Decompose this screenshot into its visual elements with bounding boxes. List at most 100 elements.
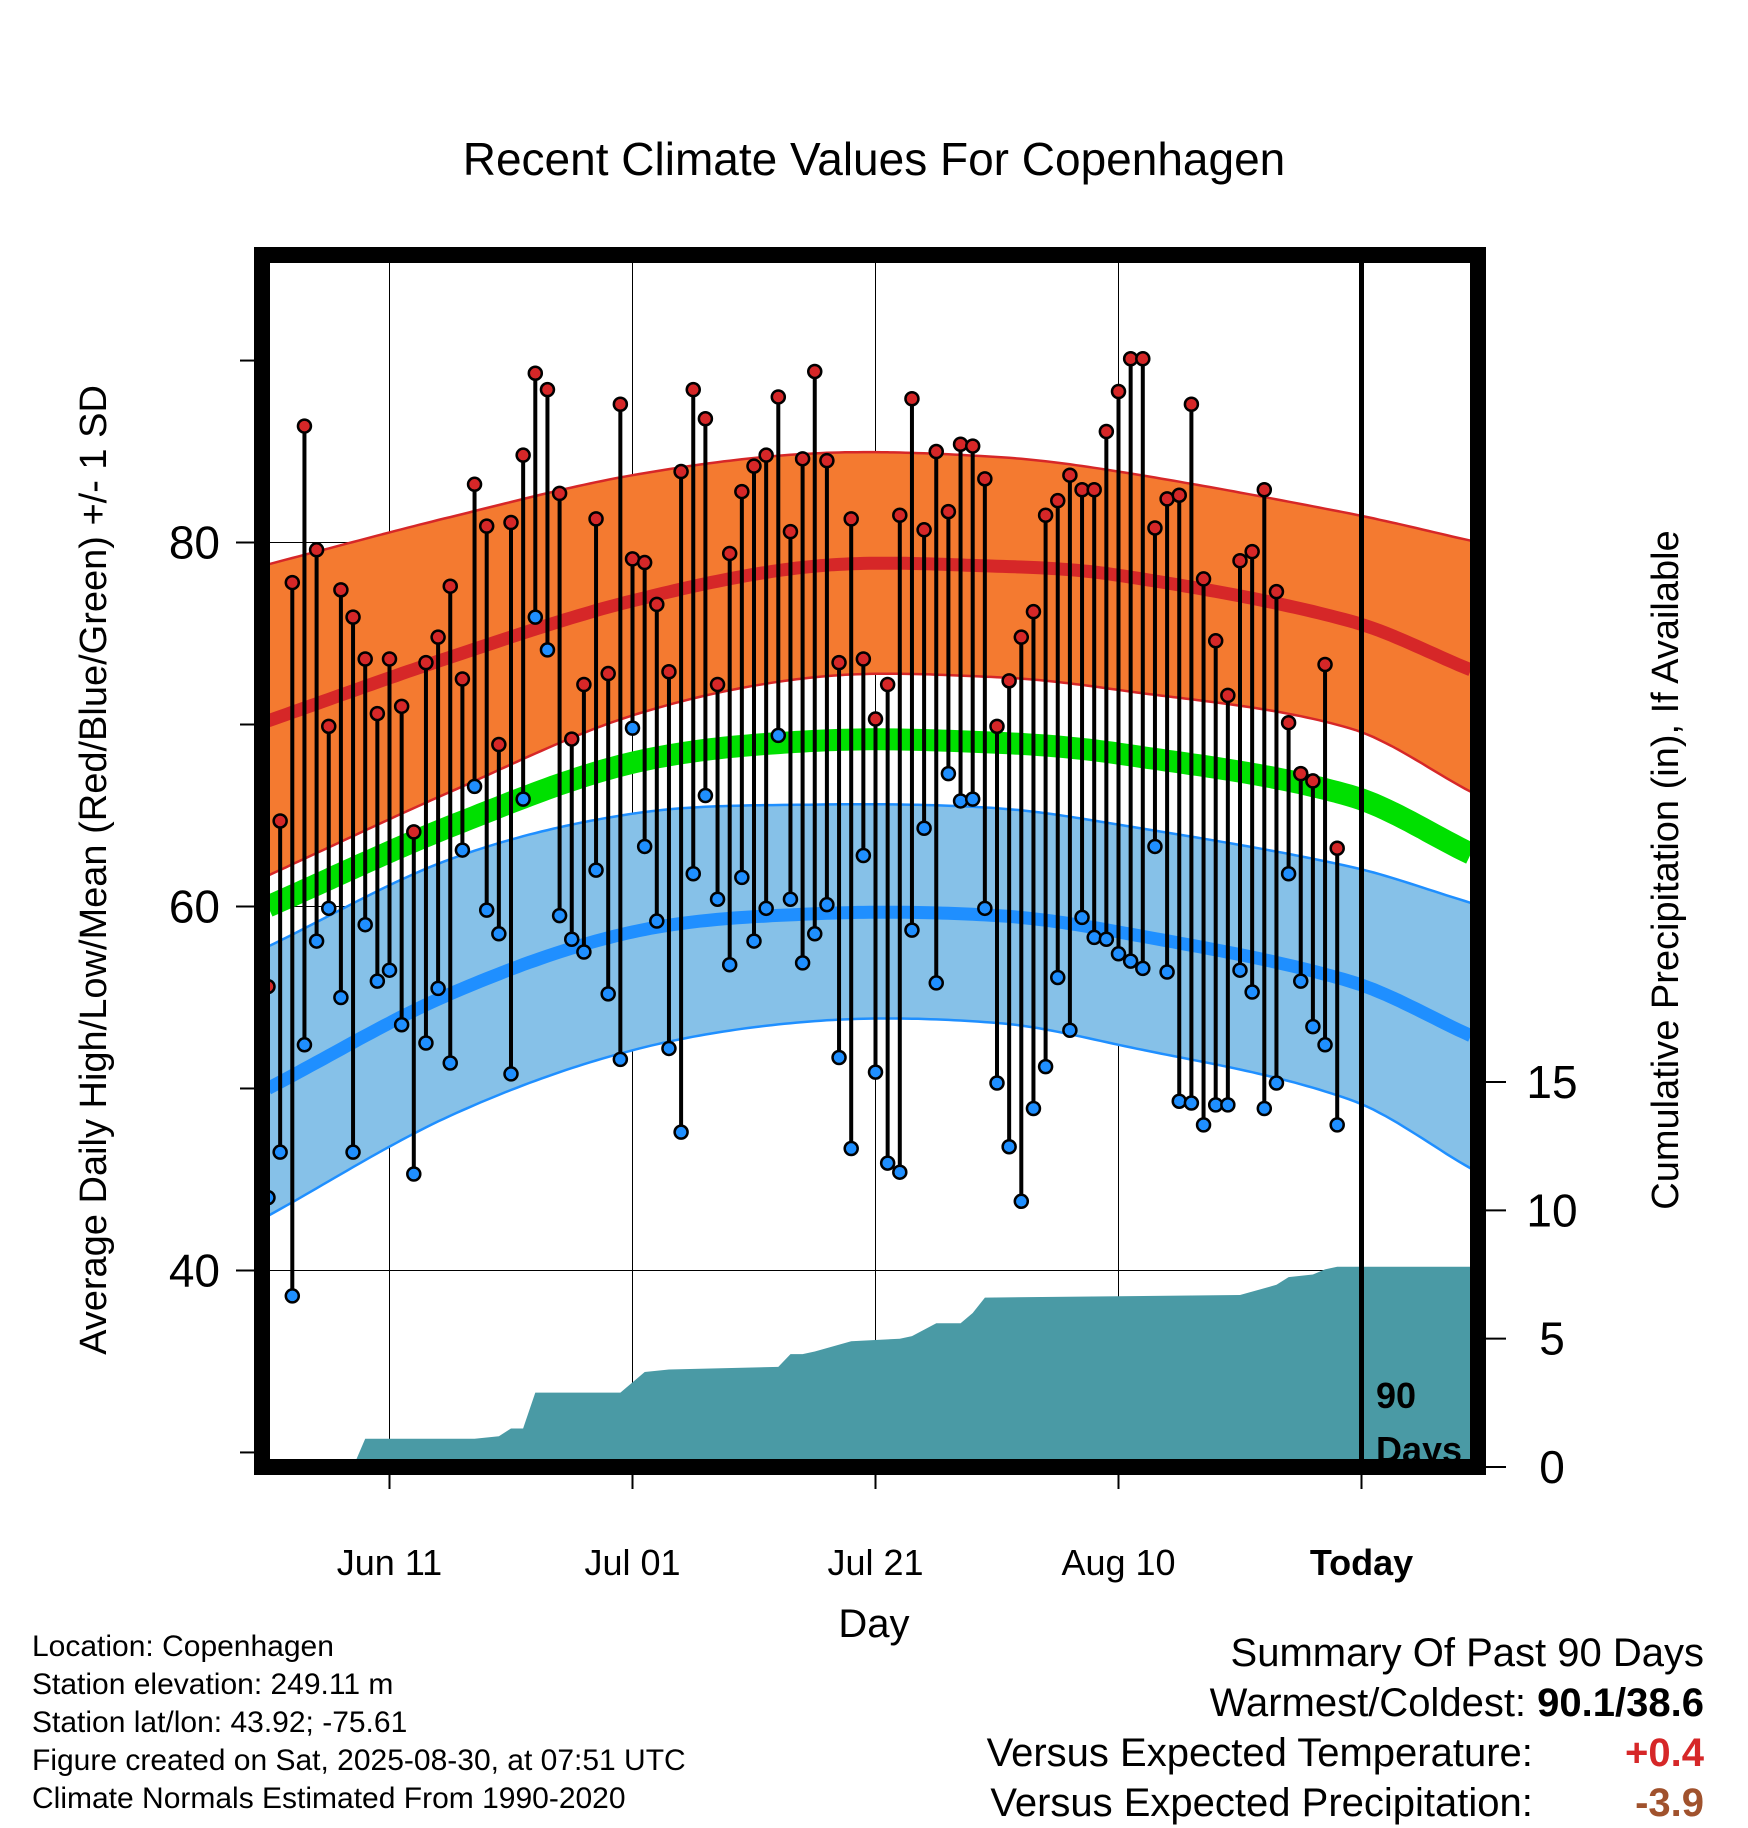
- low-point-20: [503, 1066, 519, 1082]
- high-upper-edge: [267, 450, 1472, 566]
- precip-label: Versus Expected Precipitation:: [990, 1781, 1533, 1825]
- low-point-33: [661, 1040, 677, 1057]
- low-point-85: [1293, 973, 1309, 989]
- low-point-23: [539, 642, 556, 658]
- low-point-59: [977, 900, 993, 917]
- low-point-56: [940, 765, 957, 782]
- summary-warmest-coldest: Warmest/Coldest: 90.1/38.6: [987, 1678, 1704, 1728]
- high-point-84: [1280, 714, 1297, 731]
- low-point-76: [1183, 1095, 1200, 1111]
- low-point-63: [1025, 1100, 1042, 1117]
- low-point-29: [612, 1051, 629, 1068]
- y-right-tick-label-10: 10: [1526, 1184, 1577, 1236]
- high-point-36: [697, 411, 714, 427]
- low-point-46: [819, 896, 835, 913]
- high-point-80: [1232, 552, 1248, 569]
- low-point-10: [381, 962, 398, 978]
- low-point-55: [928, 975, 944, 991]
- x-tick-label-2: Jul 21: [827, 1542, 923, 1583]
- high-point-16: [454, 671, 471, 687]
- low-point-38: [721, 956, 738, 973]
- high-point-65: [1050, 492, 1066, 509]
- precip-value: -3.9: [1635, 1781, 1704, 1825]
- high-point-61: [1001, 673, 1017, 689]
- low-point-37: [709, 891, 726, 907]
- high-point-21: [515, 447, 531, 463]
- low-point-68: [1086, 929, 1102, 946]
- low-point-48: [843, 1140, 859, 1157]
- high-point-55: [928, 443, 944, 460]
- low-normal-line: [264, 905, 1474, 1095]
- low-point-67: [1074, 909, 1090, 926]
- low-point-27: [588, 862, 604, 878]
- high-point-39: [734, 483, 750, 500]
- warmest-coldest-label: Warmest/Coldest:: [1209, 1681, 1527, 1725]
- low-point-21: [515, 791, 531, 807]
- low-point-15: [442, 1055, 458, 1071]
- low-point-36: [697, 787, 714, 804]
- low-point-13: [418, 1035, 434, 1051]
- high-point-13: [418, 654, 434, 671]
- high-point-82: [1256, 482, 1273, 498]
- x-tick-label-3: Aug 10: [1061, 1542, 1175, 1583]
- elevation-text: Station elevation: 249.11 m: [32, 1668, 394, 1701]
- low-point-14: [430, 980, 446, 997]
- low-point-77: [1195, 1117, 1212, 1133]
- low-point-49: [855, 847, 872, 864]
- low-point-4: [308, 933, 325, 949]
- low-point-52: [892, 1164, 908, 1180]
- high-point-69: [1098, 423, 1115, 440]
- high-point-31: [636, 554, 653, 571]
- y-left-tick-label-40: 40: [169, 1244, 220, 1296]
- high-point-41: [758, 447, 774, 463]
- high-point-42: [770, 389, 787, 405]
- low-point-45: [807, 926, 823, 942]
- low-point-86: [1305, 1018, 1321, 1035]
- low-point-35: [685, 865, 701, 882]
- high-point-81: [1244, 543, 1260, 560]
- y-axis-label-right: Cumulative Precipitation (in), If Availa…: [1645, 530, 1687, 1209]
- low-point-19: [491, 926, 507, 942]
- high-point-15: [442, 578, 458, 594]
- high-point-52: [892, 507, 908, 523]
- latlon-text: Station lat/lon: 43.92; -75.61: [32, 1706, 408, 1739]
- high-point-37: [709, 676, 726, 693]
- high-point-73: [1147, 520, 1163, 536]
- high-point-12: [406, 824, 422, 840]
- high-point-64: [1037, 507, 1054, 523]
- high-point-46: [819, 452, 835, 469]
- low-point-34: [673, 1124, 689, 1140]
- high-point-25: [564, 731, 580, 747]
- high-point-62: [1013, 629, 1030, 645]
- low-point-57: [952, 793, 969, 809]
- high-point-86: [1305, 773, 1321, 789]
- high-point-49: [855, 651, 872, 667]
- high-point-72: [1135, 350, 1151, 367]
- high-point-48: [843, 511, 859, 527]
- high-point-57: [952, 436, 969, 453]
- low-point-1: [272, 1144, 288, 1160]
- low-point-64: [1037, 1058, 1054, 1075]
- y-right-tick-label-15: 15: [1526, 1056, 1577, 1108]
- high-point-51: [879, 676, 896, 693]
- low-point-9: [369, 973, 386, 989]
- low-point-51: [879, 1155, 896, 1171]
- low-point-40: [746, 933, 762, 949]
- low-point-66: [1062, 1022, 1078, 1038]
- high-point-33: [661, 663, 677, 680]
- y-axis-label-left: Average Daily High/Low/Mean (Red/Blue/Gr…: [73, 385, 115, 1355]
- high-point-28: [600, 665, 616, 682]
- daily-ranges: [266, 358, 1340, 1296]
- high-point-40: [746, 458, 762, 474]
- high-point-24: [551, 485, 568, 502]
- low-point-60: [989, 1075, 1005, 1091]
- high-point-66: [1062, 467, 1078, 483]
- high-point-87: [1317, 656, 1333, 673]
- high-point-47: [831, 654, 847, 671]
- low-point-5: [321, 900, 337, 917]
- high-point-53: [904, 391, 920, 407]
- cumulative-precip-area: [262, 1266, 1478, 1467]
- x-tick-label-0: Jun 11: [337, 1542, 442, 1583]
- high-point-29: [612, 396, 629, 412]
- high-point-85: [1293, 765, 1309, 782]
